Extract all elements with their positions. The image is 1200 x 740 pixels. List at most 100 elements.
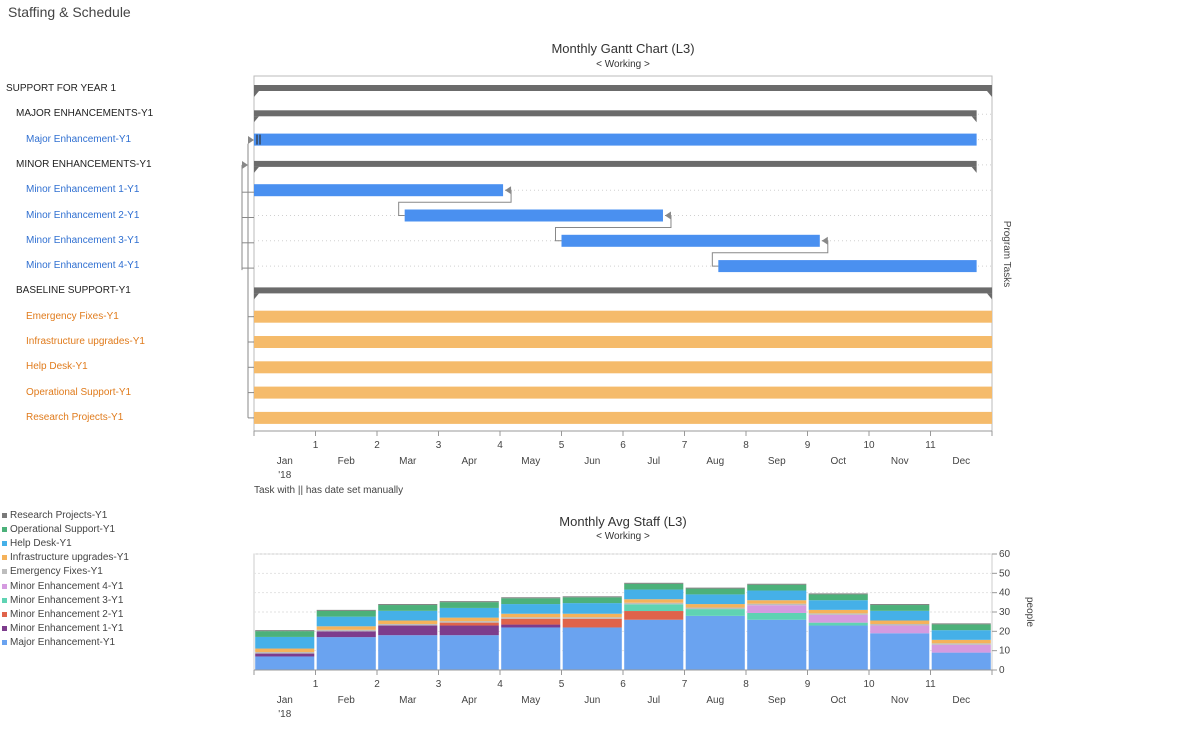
task-label[interactable]: Infrastructure upgrades-Y1 xyxy=(26,336,145,347)
manual-date-note: Task with || has date set manually xyxy=(254,485,404,496)
task-label[interactable]: Help Desk-Y1 xyxy=(26,361,88,373)
staff-bar-segment xyxy=(747,619,807,670)
gantt-side-label: Program Tasks xyxy=(1001,221,1012,288)
task-label[interactable]: SUPPORT FOR YEAR 1 xyxy=(6,83,117,94)
legend-item[interactable]: Help Desk-Y1 xyxy=(2,536,129,550)
staff-bar-segment xyxy=(931,639,991,644)
staff-month-label: Jun xyxy=(584,695,600,706)
legend-item[interactable]: Minor Enhancement 1-Y1 xyxy=(2,622,129,636)
staff-bar-segment xyxy=(870,633,930,670)
staff-bar-segment xyxy=(624,604,684,612)
staff-chart-subtitle[interactable]: < Working > xyxy=(596,531,650,542)
legend-item[interactable]: Infrastructure upgrades-Y1 xyxy=(2,551,129,565)
gantt-summary-cap xyxy=(254,166,259,173)
staff-bar-segment xyxy=(316,609,376,611)
task-label[interactable]: Operational Support-Y1 xyxy=(26,386,132,398)
gantt-summary-cap xyxy=(254,116,259,123)
legend-item[interactable]: Major Enhancement-Y1 xyxy=(2,636,129,650)
gantt-dependency-arrow xyxy=(664,211,671,220)
task-label[interactable]: Major Enhancement-Y1 xyxy=(26,133,132,145)
staff-y-tick-label: 0 xyxy=(999,665,1005,676)
staff-bar-segment xyxy=(378,610,438,621)
staff-bar-segment xyxy=(255,648,315,653)
legend-swatch xyxy=(2,640,7,646)
staff-bar-segment xyxy=(624,589,684,600)
task-label[interactable]: Minor Enhancement 3-Y1 xyxy=(26,234,140,246)
gantt-task-bar xyxy=(561,234,820,247)
legend-label: Infrastructure upgrades-Y1 xyxy=(10,552,129,564)
staff-bar-segment xyxy=(931,652,991,670)
staff-bar-segment xyxy=(255,636,315,649)
task-label[interactable]: Minor Enhancement 2-Y1 xyxy=(26,209,140,221)
gantt-summary-cap xyxy=(987,91,992,97)
staff-month-label: Nov xyxy=(891,695,909,706)
staff-month-label: Dec xyxy=(952,695,970,706)
gantt-month-label: Oct xyxy=(830,456,846,467)
staff-bar-segment xyxy=(439,622,499,626)
gantt-task-bar xyxy=(254,336,992,348)
legend-item[interactable]: Minor Enhancement 2-Y1 xyxy=(2,607,129,621)
gantt-summary-bar xyxy=(254,160,977,167)
staff-bar-segment xyxy=(685,587,745,589)
gantt-tick-number: 9 xyxy=(805,440,811,451)
staff-bar-segment xyxy=(685,615,745,670)
staff-bar-segment xyxy=(747,605,807,613)
task-label[interactable]: Minor Enhancement 4-Y1 xyxy=(26,260,140,272)
staff-month-label: Aug xyxy=(706,695,724,706)
staff-bar-segment xyxy=(562,613,622,618)
task-label[interactable]: BASELINE SUPPORT-Y1 xyxy=(16,285,131,297)
gantt-dependency-arrow xyxy=(821,236,828,245)
staff-bar-segment xyxy=(439,602,499,608)
legend-item[interactable]: Research Projects-Y1 xyxy=(2,508,129,522)
staff-month-label: Jul xyxy=(647,695,660,706)
staff-bar-segment xyxy=(685,604,745,608)
gantt-summary-cap xyxy=(971,166,977,173)
legend-item[interactable]: Minor Enhancement 3-Y1 xyxy=(2,593,129,607)
legend-item[interactable]: Operational Support-Y1 xyxy=(2,522,129,536)
legend-swatch xyxy=(2,626,7,632)
gantt-tick-number: 4 xyxy=(497,440,503,451)
legend-item[interactable]: Emergency Fixes-Y1 xyxy=(2,565,129,579)
staff-bar-segment xyxy=(808,625,868,670)
gantt-summary-cap xyxy=(971,116,977,123)
gantt-tick-number: 7 xyxy=(682,440,688,451)
staff-bar-segment xyxy=(255,656,315,670)
task-label[interactable]: Minor Enhancement 1-Y1 xyxy=(26,184,140,196)
gantt-title: Monthly Gantt Chart (L3) xyxy=(551,41,695,56)
staff-bar-segment xyxy=(501,613,561,618)
staff-bar-segment xyxy=(378,635,438,670)
task-label[interactable]: MAJOR ENHANCEMENTS-Y1 xyxy=(16,108,154,120)
task-label[interactable]: MINOR ENHANCEMENTS-Y1 xyxy=(16,158,152,170)
legend-label: Research Projects-Y1 xyxy=(10,509,108,521)
task-label[interactable]: Research Projects-Y1 xyxy=(26,411,124,423)
staff-bar-segment xyxy=(747,583,807,585)
staff-month-label: Mar xyxy=(399,695,417,706)
staff-bar-segment xyxy=(316,637,376,670)
gantt-month-label: Jul xyxy=(647,456,660,467)
gantt-subtitle[interactable]: < Working > xyxy=(596,59,650,70)
staff-bar-segment xyxy=(378,625,438,636)
staff-bar-segment xyxy=(870,623,930,626)
gantt-month-label: Feb xyxy=(338,456,356,467)
gantt-summary-bar xyxy=(254,85,992,91)
staff-bar-segment xyxy=(439,601,499,603)
staff-bar-segment xyxy=(562,597,622,604)
staff-bar-segment xyxy=(624,611,684,620)
gantt-year-label: '18 xyxy=(278,470,291,481)
staff-bar-segment xyxy=(747,612,807,620)
staff-bar-segment xyxy=(378,620,438,624)
legend-swatch xyxy=(2,597,7,603)
staff-bar-segment xyxy=(439,607,499,618)
staff-year-label: '18 xyxy=(278,709,291,720)
staff-tick-number: 2 xyxy=(374,679,380,690)
gantt-month-label: Mar xyxy=(399,456,417,467)
staff-bar-segment xyxy=(501,627,561,670)
staff-bar-segment xyxy=(685,607,745,610)
task-label[interactable]: Emergency Fixes-Y1 xyxy=(26,310,119,322)
legend-item[interactable]: Minor Enhancement 4-Y1 xyxy=(2,579,129,593)
gantt-task-bar xyxy=(254,411,992,424)
staff-tick-number: 4 xyxy=(497,679,503,690)
legend-swatch xyxy=(2,512,7,518)
legend-swatch xyxy=(2,540,7,546)
staff-month-label: Jan xyxy=(277,695,293,706)
